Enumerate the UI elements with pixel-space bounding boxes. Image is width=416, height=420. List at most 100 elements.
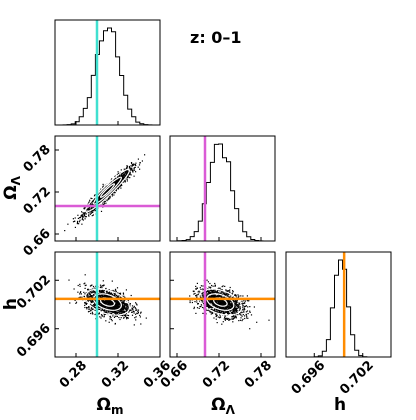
scatter-point <box>118 303 120 305</box>
scatter-point <box>93 198 95 200</box>
scatter-point <box>103 296 106 298</box>
scatter-point <box>121 309 123 311</box>
scatter-point <box>219 292 221 294</box>
scatter-point <box>126 167 128 169</box>
scatter-point <box>245 313 247 315</box>
scatter-point <box>239 303 241 305</box>
scatter-point <box>220 307 222 309</box>
scatter-point <box>100 314 103 316</box>
scatter-point <box>119 311 121 314</box>
scatter-point <box>212 294 214 296</box>
scatter-point <box>105 186 107 188</box>
scatter-point <box>117 302 119 304</box>
scatter-point <box>135 162 137 164</box>
scatter-point <box>233 306 235 308</box>
scatter-point <box>219 287 221 289</box>
histogram-steps <box>55 27 160 126</box>
scatter-point <box>209 295 211 297</box>
scatter-point <box>85 292 87 294</box>
scatter-point <box>123 302 125 305</box>
scatter-point <box>72 221 75 223</box>
scatter-point <box>268 319 270 321</box>
scatter-point <box>84 295 86 298</box>
scatter-point <box>91 210 93 212</box>
scatter-point <box>120 180 122 182</box>
scatter-point <box>88 215 90 217</box>
scatter-point <box>83 212 85 214</box>
x-tick-label: 0.28 <box>57 358 90 391</box>
scatter-point <box>215 305 217 307</box>
scatter-point <box>102 186 104 188</box>
scatter-point <box>133 167 135 169</box>
scatter-point <box>210 301 212 303</box>
scatter-point <box>102 203 104 205</box>
scatter-point <box>114 315 116 317</box>
scatter-point <box>136 312 138 314</box>
scatter-point <box>121 175 123 177</box>
scatter-point <box>122 172 124 174</box>
scatter-point <box>218 303 220 305</box>
scatter-point <box>107 296 109 298</box>
scatter-point <box>93 204 95 206</box>
scatter-point <box>206 300 208 302</box>
scatter-point <box>109 195 111 197</box>
scatter-point <box>199 295 201 297</box>
scatter-point <box>224 301 226 303</box>
scatter-point <box>224 294 226 296</box>
scatter-point <box>94 302 96 305</box>
scatter-point <box>115 184 117 186</box>
contour-level-3 <box>84 168 131 213</box>
y-axis-label-h: h <box>1 298 21 310</box>
scatter-point <box>112 304 114 306</box>
scatter-point <box>89 199 91 201</box>
scatter-point <box>109 303 111 305</box>
scatter-point <box>104 301 106 303</box>
scatter-point <box>104 195 107 197</box>
scatter-point <box>196 287 198 289</box>
scatter-point <box>124 313 126 315</box>
scatter-point <box>133 163 135 165</box>
scatter-point <box>128 310 131 312</box>
scatter-point <box>240 303 243 305</box>
scatter-point <box>110 301 112 303</box>
scatter-point <box>222 302 224 304</box>
scatter-point <box>112 311 114 313</box>
scatter-point <box>117 302 120 304</box>
scatter-point <box>87 203 89 205</box>
scatter-point <box>213 289 215 291</box>
scatter-point <box>87 311 90 313</box>
scatter-point <box>125 313 127 315</box>
scatter-point <box>98 302 101 304</box>
scatter-point <box>88 208 90 210</box>
scatter-point <box>117 184 119 187</box>
scatter-point <box>114 178 116 180</box>
scatter-point <box>118 306 120 308</box>
scatter-point <box>126 174 128 176</box>
scatter-point <box>209 292 211 294</box>
scatter-point <box>124 308 126 310</box>
scatter-point <box>108 198 110 200</box>
scatter-point <box>195 295 197 297</box>
scatter-point <box>222 291 224 293</box>
scatter-point <box>232 306 234 308</box>
scatter-point <box>109 197 111 199</box>
scatter-point <box>111 311 113 313</box>
scatter-point <box>108 301 110 303</box>
scatter-point <box>104 311 106 313</box>
scatter-point <box>125 315 127 317</box>
scatter-point <box>235 303 237 305</box>
scatter-point <box>218 302 220 304</box>
scatter-point <box>238 302 240 304</box>
scatter-point <box>90 307 93 309</box>
scatter-point <box>129 309 131 311</box>
scatter-point <box>82 216 84 218</box>
scatter-point <box>256 321 258 323</box>
scatter-point <box>103 201 105 203</box>
scatter-point <box>77 284 79 287</box>
scatter-point <box>77 291 79 293</box>
scatter-point <box>109 312 111 314</box>
panel-frame <box>169 251 276 358</box>
scatter-point <box>222 293 224 295</box>
scatter-point <box>90 206 92 209</box>
scatter-point <box>108 300 110 302</box>
